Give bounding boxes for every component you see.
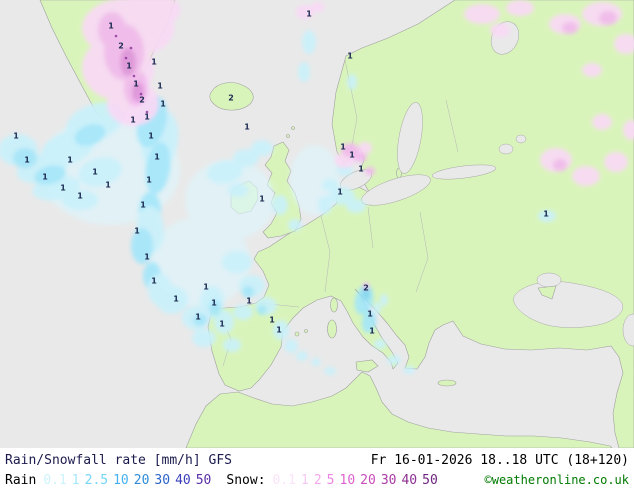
rain-scale-label: Rain xyxy=(5,472,37,488)
snow-scale-value: 40 xyxy=(401,472,418,488)
snow-scale-value: 20 xyxy=(360,472,376,488)
snow-scale-value: 5 xyxy=(326,472,335,488)
snow-scale: 0.1 1 2 5 10 20 30 40 50 xyxy=(273,473,443,488)
snow-layer xyxy=(82,0,634,290)
snow-scale-value: 30 xyxy=(380,472,397,488)
snow-heavy-dots xyxy=(114,34,149,114)
snow-scale-label: Snow: xyxy=(226,472,266,488)
rain-scale-value: 0.1 xyxy=(43,472,67,488)
copyright: ©weatheronline.co.uk xyxy=(484,473,630,487)
rain-scale-value: 40 xyxy=(175,472,191,488)
caption-row-title: Rain/Snowfall rate [mm/h] GFS Fr 16-01-2… xyxy=(5,450,629,470)
snow-scale-value: 2 xyxy=(313,472,322,488)
caption-row-legend: Rain 0.1 1 2.5 10 20 30 40 50 Snow: 0.1 1 2 5 10 20 3… xyxy=(5,470,629,490)
forecast-datetime: Fr 16-01-2026 18..18 UTC (18+120) xyxy=(370,452,629,468)
europe-precipitation-map xyxy=(0,0,634,448)
rain-scale-value: 30 xyxy=(154,472,171,488)
precip-legend: Rain 0.1 1 2.5 10 20 30 40 50 Snow: 0.1 1 2 5 10 20 3… xyxy=(5,473,443,488)
rain-scale-value: 2.5 xyxy=(84,472,109,488)
rain-scale-value: 10 xyxy=(113,472,129,488)
caption-bar: Rain/Snowfall rate [mm/h] GFS Fr 16-01-2… xyxy=(0,448,634,490)
sea-inlets-layer xyxy=(339,21,634,347)
rain-scale: 0.1 1 2.5 10 20 30 40 50 xyxy=(43,473,216,488)
snow-scale-value: 50 xyxy=(422,472,438,488)
rain-scale-value: 1 xyxy=(71,472,80,488)
rain-scale-value: 20 xyxy=(133,472,150,488)
snow-scale-value: 10 xyxy=(339,472,356,488)
snow-scale-value: 0.1 xyxy=(272,472,297,488)
map-title: Rain/Snowfall rate [mm/h] GFS xyxy=(5,452,232,468)
snow-scale-value: 1 xyxy=(301,472,309,488)
rain-scale-value: 50 xyxy=(195,472,212,488)
